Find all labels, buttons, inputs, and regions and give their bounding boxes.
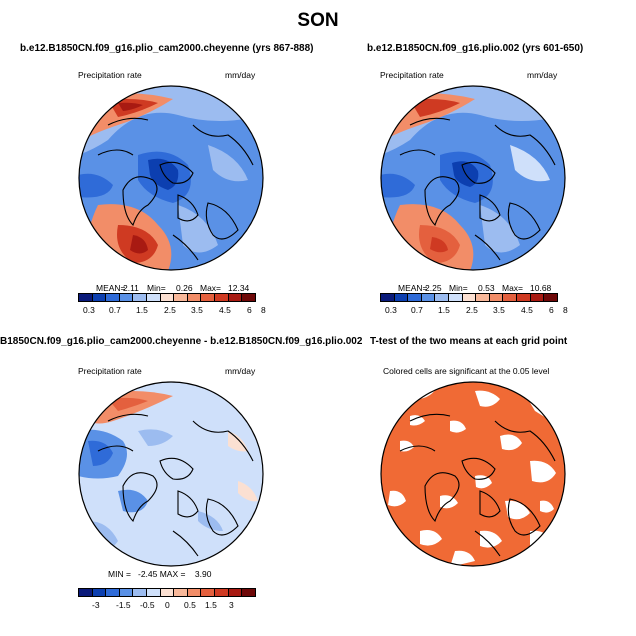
panel1-min-label: Min= [147, 283, 166, 293]
panel1-colorbar [78, 293, 256, 302]
panel2-tick: 2.5 [466, 305, 478, 315]
panel1-tick: 0.7 [109, 305, 121, 315]
panel1-tick: 1.5 [136, 305, 148, 315]
panel4-title: T-test of the two means at each grid poi… [370, 336, 568, 347]
panel1-units: mm/day [225, 70, 256, 80]
panel1-max-label: Max= [200, 283, 222, 293]
panel2-var-label: Precipitation rate [380, 70, 444, 80]
panel2-max-label: Max= [502, 283, 524, 293]
panel3-tick: 0 [165, 600, 170, 610]
panel2-title: b.e12.B1850CN.f09_g16.plio.002 (yrs 601-… [367, 43, 584, 54]
panel1-min-value: 0.26 [176, 283, 193, 293]
panel3-tick: 3 [229, 600, 234, 610]
panel2-min-value: 0.53 [478, 283, 495, 293]
figure-title: SON [297, 10, 339, 31]
panel2-units: mm/day [527, 70, 558, 80]
panel1-tick: 8 [261, 305, 266, 315]
panel1-tick: 3.5 [191, 305, 203, 315]
panel3-tick: 0.5 [184, 600, 196, 610]
panel1-mean-label: MEAN= [96, 283, 126, 293]
panel3-tick: -3 [92, 600, 100, 610]
panel1-polar-map [78, 85, 264, 271]
panel1-tick: 4.5 [219, 305, 231, 315]
panel1-tick: 0.3 [83, 305, 95, 315]
panel1-tick: 6 [247, 305, 252, 315]
panel2-tick: 4.5 [521, 305, 533, 315]
panel3-polar-map [78, 381, 264, 567]
panel1-tick: 2.5 [164, 305, 176, 315]
panel2-tick: 8 [563, 305, 568, 315]
panel3-colorbar [78, 588, 256, 597]
panel3-tick: 1.5 [205, 600, 217, 610]
panel2-tick: 0.7 [411, 305, 423, 315]
panel3-min-max: MIN = -2.45 MAX = 3.90 [108, 569, 212, 579]
panel1-max-value: 12.34 [228, 283, 250, 293]
panel2-mean-label: MEAN= [398, 283, 428, 293]
panel3-tick: -1.5 [116, 600, 131, 610]
panel2-min-label: Min= [449, 283, 468, 293]
panel2-tick: 1.5 [438, 305, 450, 315]
panel3-units: mm/day [225, 366, 256, 376]
panel3-title: B1850CN.f09_g16.plio_cam2000.cheyenne - … [0, 336, 362, 347]
panel3-var-label: Precipitation rate [78, 366, 142, 376]
panel2-colorbar [380, 293, 558, 302]
panel2-max-value: 10.68 [530, 283, 552, 293]
panel4-subtitle: Colored cells are significant at the 0.0… [383, 366, 550, 376]
panel2-tick: 0.3 [385, 305, 397, 315]
panel2-tick: 6 [549, 305, 554, 315]
panel1-var-label: Precipitation rate [78, 70, 142, 80]
panel1-mean-value: 2.11 [123, 283, 139, 293]
panel2-tick: 3.5 [493, 305, 505, 315]
panel2-mean-value: 2.25 [425, 283, 442, 293]
panel1-title: b.e12.B1850CN.f09_g16.plio_cam2000.cheye… [20, 43, 314, 54]
panel3-tick: -0.5 [140, 600, 155, 610]
panel4-significance-map [380, 381, 566, 567]
panel2-polar-map [380, 85, 566, 271]
